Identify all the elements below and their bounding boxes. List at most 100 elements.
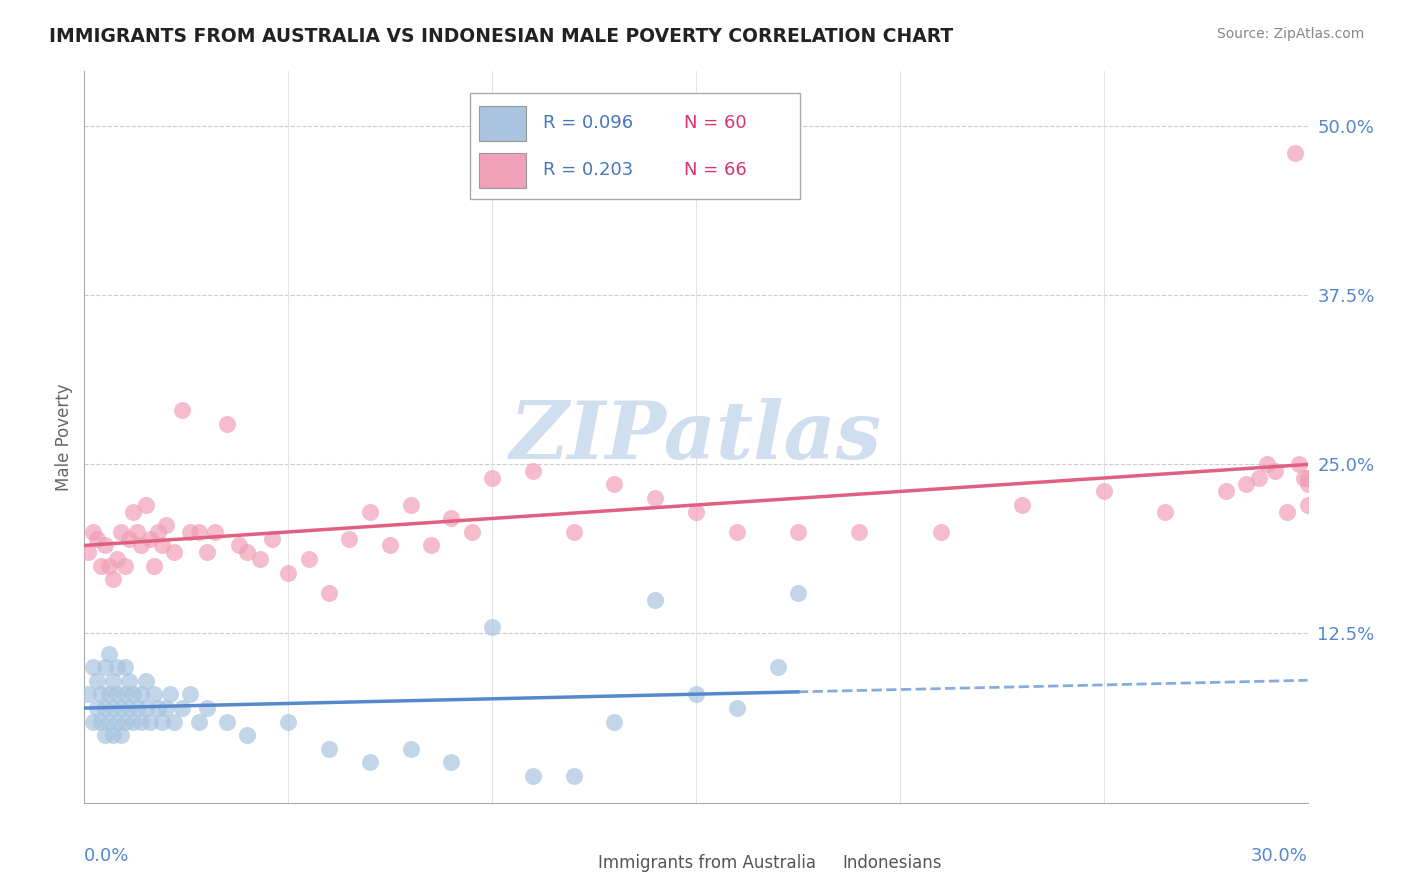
Point bbox=[249, 552, 271, 566]
Point bbox=[97, 647, 120, 661]
Point bbox=[155, 518, 177, 533]
Point bbox=[101, 673, 124, 688]
Point bbox=[110, 701, 132, 715]
Point bbox=[105, 660, 128, 674]
Text: Source: ZipAtlas.com: Source: ZipAtlas.com bbox=[1216, 27, 1364, 41]
Point bbox=[179, 688, 201, 702]
Point bbox=[105, 688, 128, 702]
Point bbox=[90, 714, 112, 729]
Point bbox=[481, 620, 503, 634]
Point bbox=[522, 769, 544, 783]
Text: 30.0%: 30.0% bbox=[1251, 847, 1308, 864]
Point bbox=[163, 545, 186, 559]
Point bbox=[685, 688, 707, 702]
Point bbox=[1296, 477, 1319, 491]
Point bbox=[644, 491, 666, 505]
Point bbox=[93, 660, 115, 674]
Text: N = 66: N = 66 bbox=[683, 161, 747, 179]
Point bbox=[318, 741, 340, 756]
Point bbox=[101, 572, 124, 586]
Point bbox=[766, 660, 789, 674]
Point bbox=[110, 728, 132, 742]
Point bbox=[155, 701, 177, 715]
Point bbox=[93, 538, 115, 552]
Point bbox=[135, 673, 157, 688]
Point bbox=[440, 755, 463, 769]
Text: Immigrants from Australia: Immigrants from Australia bbox=[598, 854, 815, 872]
Point bbox=[1277, 505, 1299, 519]
Point bbox=[97, 714, 120, 729]
Point bbox=[195, 545, 218, 559]
Point bbox=[1264, 464, 1286, 478]
Point bbox=[787, 586, 810, 600]
Point bbox=[101, 701, 124, 715]
Point bbox=[195, 701, 218, 715]
Text: Indonesians: Indonesians bbox=[842, 854, 942, 872]
Point bbox=[172, 403, 194, 417]
Point bbox=[105, 552, 128, 566]
Text: R = 0.203: R = 0.203 bbox=[543, 161, 633, 179]
Point bbox=[339, 532, 361, 546]
Point bbox=[644, 592, 666, 607]
Point bbox=[86, 701, 108, 715]
Point bbox=[135, 498, 157, 512]
Point bbox=[929, 524, 952, 539]
Point bbox=[440, 511, 463, 525]
Point bbox=[359, 505, 381, 519]
Point bbox=[146, 524, 169, 539]
Point bbox=[150, 714, 173, 729]
Point bbox=[93, 701, 115, 715]
Point bbox=[127, 701, 149, 715]
Point bbox=[1256, 457, 1278, 471]
Point bbox=[90, 688, 112, 702]
Point bbox=[131, 714, 153, 729]
Point bbox=[399, 741, 422, 756]
Point bbox=[1215, 484, 1237, 499]
Point bbox=[150, 538, 173, 552]
Point bbox=[172, 701, 194, 715]
Point bbox=[138, 532, 160, 546]
Bar bbox=[479, 153, 526, 188]
Point bbox=[603, 714, 626, 729]
Point bbox=[217, 714, 239, 729]
Point bbox=[118, 532, 141, 546]
Point bbox=[101, 728, 124, 742]
Point bbox=[399, 498, 422, 512]
Point bbox=[159, 688, 181, 702]
Point bbox=[562, 524, 585, 539]
Point bbox=[725, 701, 748, 715]
Point bbox=[114, 558, 136, 573]
Point bbox=[114, 660, 136, 674]
Point bbox=[1236, 477, 1258, 491]
Point bbox=[179, 524, 201, 539]
Point bbox=[86, 673, 108, 688]
Point bbox=[77, 688, 100, 702]
Text: N = 60: N = 60 bbox=[683, 113, 747, 131]
Point bbox=[122, 714, 145, 729]
Point bbox=[1011, 498, 1033, 512]
Y-axis label: Male Poverty: Male Poverty bbox=[55, 384, 73, 491]
Point bbox=[142, 688, 165, 702]
Point bbox=[142, 558, 165, 573]
Point bbox=[97, 688, 120, 702]
Point bbox=[562, 769, 585, 783]
Bar bbox=[550, 843, 579, 869]
Point bbox=[187, 714, 209, 729]
Point bbox=[1292, 471, 1315, 485]
Point bbox=[204, 524, 226, 539]
Point bbox=[1247, 471, 1270, 485]
Point bbox=[105, 714, 128, 729]
Point bbox=[481, 471, 503, 485]
Point bbox=[187, 524, 209, 539]
Point bbox=[298, 552, 321, 566]
Point bbox=[82, 660, 104, 674]
Point bbox=[725, 524, 748, 539]
Point bbox=[131, 538, 153, 552]
Point bbox=[77, 545, 100, 559]
Point bbox=[359, 755, 381, 769]
Point bbox=[82, 714, 104, 729]
Text: ZIPatlas: ZIPatlas bbox=[510, 399, 882, 475]
Point bbox=[1154, 505, 1177, 519]
Point bbox=[685, 505, 707, 519]
Point bbox=[146, 701, 169, 715]
